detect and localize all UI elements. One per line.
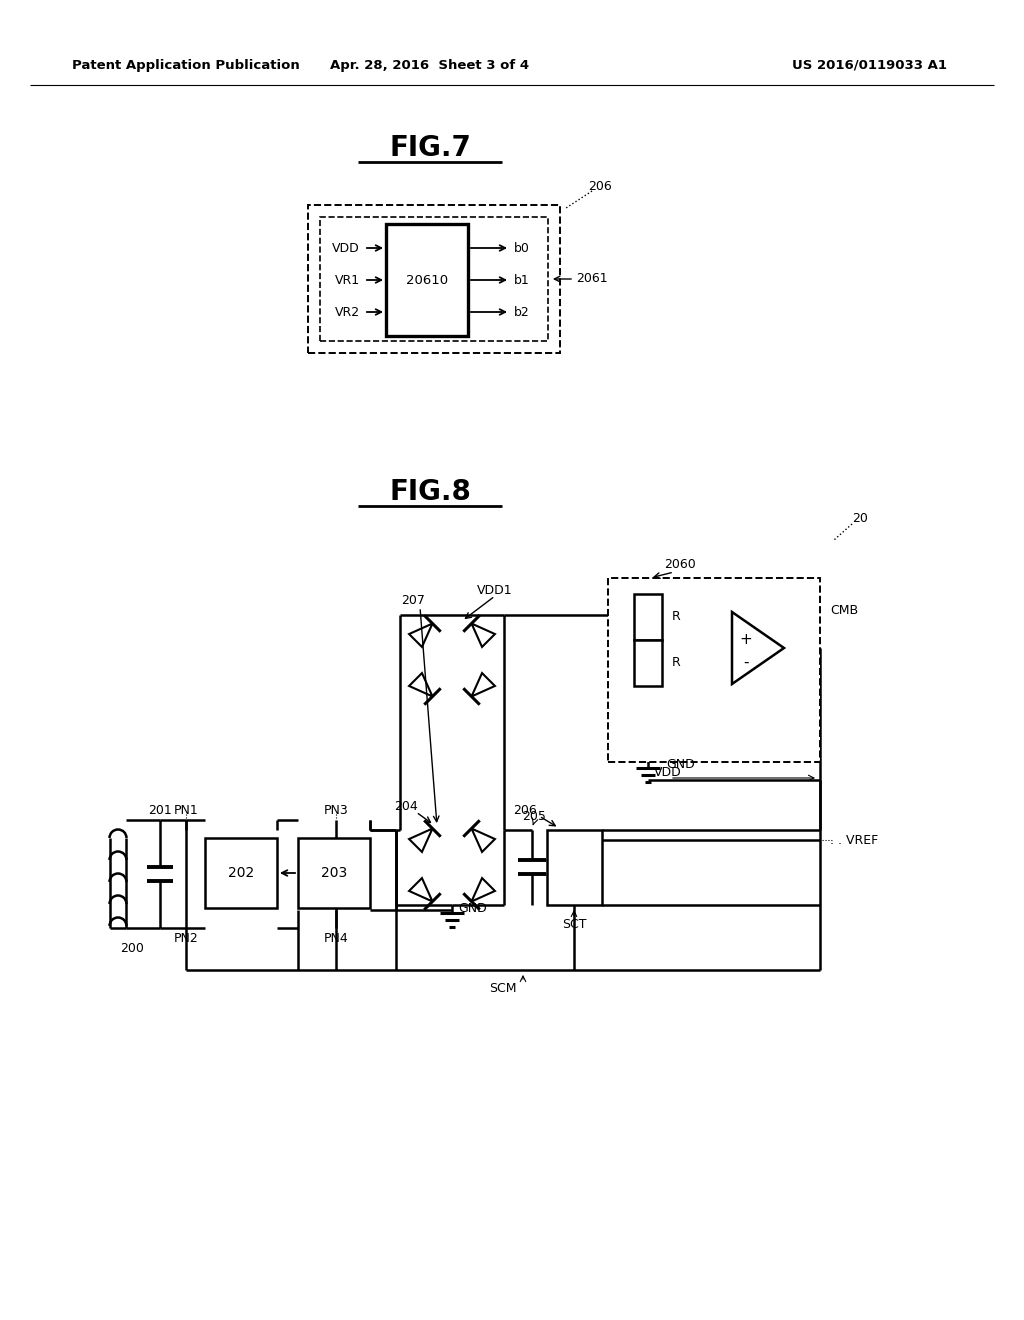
Text: VDD: VDD [332,242,360,255]
Text: 204: 204 [394,800,418,813]
Bar [634,594,662,640]
Text: VR2: VR2 [335,305,360,318]
Text: SCT: SCT [562,919,587,932]
Text: 205: 205 [522,809,546,822]
Bar [298,838,370,908]
Text: GND: GND [666,758,694,771]
Text: 2061: 2061 [575,272,607,285]
Text: 206: 206 [588,180,612,193]
Text: b1: b1 [514,273,529,286]
Text: PN1: PN1 [174,804,199,817]
Text: SCM: SCM [489,982,517,994]
Text: 20: 20 [852,511,868,524]
Text: 20610: 20610 [406,273,449,286]
Text: 206: 206 [513,804,537,817]
Bar [634,640,662,686]
Bar [608,578,820,762]
Text: CMB: CMB [830,603,858,616]
Text: 202: 202 [228,866,254,880]
Text: PN2: PN2 [174,932,199,945]
Bar [386,224,468,337]
Text: VDD: VDD [654,766,682,779]
Text: Patent Application Publication: Patent Application Publication [72,58,300,71]
Bar [319,216,548,341]
Text: 207: 207 [401,594,425,606]
Text: +: + [739,632,753,648]
Bar [205,838,278,908]
Text: 201: 201 [148,804,172,817]
Text: 2060: 2060 [665,558,696,572]
Text: b0: b0 [514,242,529,255]
Text: PN4: PN4 [324,932,348,945]
Text: PN3: PN3 [324,804,348,817]
Text: R: R [672,656,681,669]
Text: 203: 203 [321,866,347,880]
Bar [308,205,560,352]
Text: b2: b2 [514,305,529,318]
Text: VDD1: VDD1 [477,583,513,597]
Text: VR1: VR1 [335,273,360,286]
Text: GND: GND [458,903,486,916]
Bar [547,830,602,906]
Text: -: - [743,655,749,669]
Text: Apr. 28, 2016  Sheet 3 of 4: Apr. 28, 2016 Sheet 3 of 4 [331,58,529,71]
Text: US 2016/0119033 A1: US 2016/0119033 A1 [793,58,947,71]
Text: . . VREF: . . VREF [830,833,879,846]
Text: FIG.7: FIG.7 [389,135,471,162]
Text: R: R [672,610,681,623]
Text: 200: 200 [120,941,144,954]
Text: FIG.8: FIG.8 [389,478,471,506]
